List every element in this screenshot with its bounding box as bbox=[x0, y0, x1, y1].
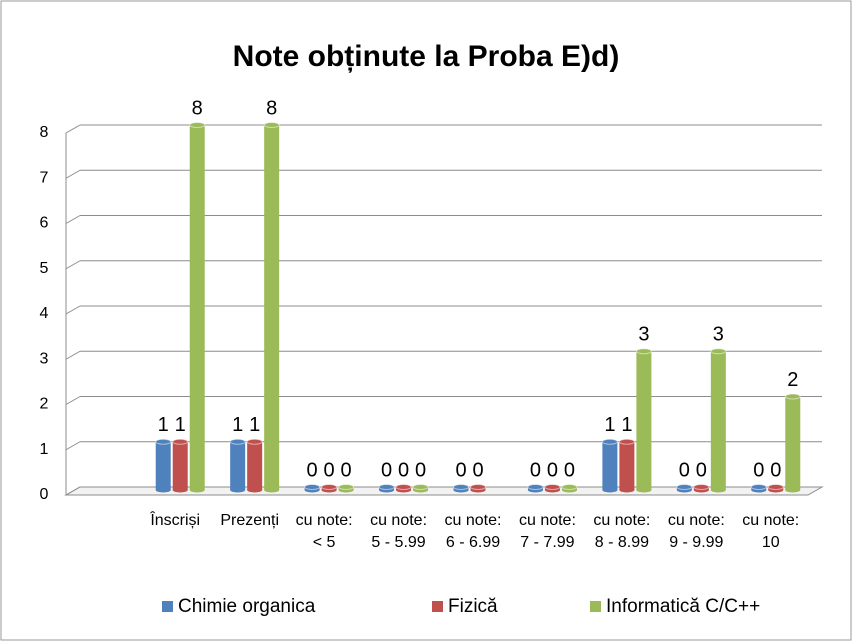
x-tick-label: cu note: 5 - 5.99 bbox=[370, 512, 427, 551]
value-label: 0 bbox=[564, 459, 575, 481]
y-tick-label: 2 bbox=[40, 396, 49, 413]
value-label: 3 bbox=[638, 324, 649, 346]
bar bbox=[601, 438, 618, 493]
grid-line bbox=[65, 441, 81, 451]
y-tick-label: 5 bbox=[40, 260, 49, 277]
value-label: 0 bbox=[398, 459, 409, 481]
bar bbox=[710, 348, 727, 493]
bar bbox=[618, 438, 635, 493]
grid-line bbox=[65, 260, 81, 270]
value-label: 0 bbox=[455, 459, 466, 481]
value-label: 3 bbox=[713, 324, 724, 346]
value-label: 1 bbox=[175, 414, 186, 436]
bar bbox=[527, 484, 544, 493]
x-tick-label: cu note: < 5 bbox=[296, 512, 353, 551]
bar bbox=[453, 484, 469, 493]
value-label: 1 bbox=[249, 414, 260, 436]
y-tick-label: 8 bbox=[40, 124, 49, 141]
bar bbox=[172, 438, 189, 493]
value-label: 1 bbox=[604, 414, 615, 436]
bar bbox=[189, 122, 206, 493]
x-tick-label: Prezenți bbox=[220, 512, 279, 529]
legend-swatch bbox=[432, 601, 443, 612]
value-label: 0 bbox=[324, 459, 335, 481]
value-label: 0 bbox=[679, 459, 690, 481]
y-tick-label: 7 bbox=[40, 169, 49, 186]
x-tick-label: cu note: 6 - 6.99 bbox=[445, 512, 502, 551]
bar bbox=[470, 484, 486, 493]
bar bbox=[750, 484, 767, 493]
legend-swatch bbox=[162, 601, 173, 612]
legend-label: Informatică C/C++ bbox=[606, 596, 760, 617]
value-label: 2 bbox=[787, 369, 798, 391]
x-tick-label: cu note: 9 - 9.99 bbox=[668, 512, 725, 551]
bar bbox=[338, 484, 355, 493]
bar bbox=[561, 484, 578, 493]
x-tick-label: cu note: 10 bbox=[742, 512, 799, 551]
legend-label: Chimie organica bbox=[178, 596, 316, 617]
bar bbox=[676, 484, 693, 493]
value-label: 0 bbox=[415, 459, 426, 481]
y-tick-label: 4 bbox=[40, 305, 49, 322]
bar bbox=[784, 393, 801, 493]
value-label: 0 bbox=[753, 459, 764, 481]
chart-title: Note obținute la Proba E)d) bbox=[233, 40, 620, 73]
bar bbox=[246, 438, 263, 493]
x-tick-label: Înscriși bbox=[149, 510, 200, 529]
grid-line bbox=[65, 215, 81, 224]
bar bbox=[544, 484, 561, 493]
value-label: 0 bbox=[547, 459, 558, 481]
value-label: 0 bbox=[381, 459, 392, 481]
bar bbox=[155, 438, 172, 493]
bar bbox=[693, 484, 710, 493]
value-label: 0 bbox=[341, 459, 352, 481]
bar bbox=[635, 348, 652, 493]
value-label: 0 bbox=[770, 459, 781, 481]
x-tick-label: cu note: 7 - 7.99 bbox=[519, 512, 576, 551]
grid-line bbox=[65, 124, 81, 134]
y-tick-label: 6 bbox=[40, 215, 49, 232]
grid-line bbox=[65, 396, 81, 405]
value-label: 1 bbox=[158, 414, 169, 436]
value-label: 8 bbox=[266, 97, 277, 119]
grid-line bbox=[65, 350, 81, 360]
x-tick-label: cu note: 8 - 8.99 bbox=[593, 512, 650, 551]
value-label: 0 bbox=[530, 459, 541, 481]
bar bbox=[412, 484, 429, 493]
y-tick-label: 0 bbox=[40, 486, 49, 503]
bar bbox=[321, 484, 338, 493]
y-tick-label: 3 bbox=[40, 350, 49, 367]
bar bbox=[378, 484, 395, 493]
y-tick-label: 1 bbox=[40, 441, 49, 458]
value-label: 0 bbox=[307, 459, 318, 481]
value-label: 1 bbox=[232, 414, 243, 436]
grid-line bbox=[65, 486, 81, 496]
bar bbox=[263, 122, 280, 493]
legend-label: Fizică bbox=[448, 596, 498, 617]
value-label: 0 bbox=[472, 459, 483, 481]
value-label: 8 bbox=[192, 97, 203, 119]
bar bbox=[229, 438, 246, 493]
bar bbox=[767, 484, 784, 493]
bar bbox=[395, 484, 412, 493]
bar bbox=[304, 484, 321, 493]
legend-swatch bbox=[590, 601, 601, 612]
value-label: 0 bbox=[696, 459, 707, 481]
grid-line bbox=[65, 305, 81, 315]
value-label: 1 bbox=[621, 414, 632, 436]
grid-line bbox=[65, 169, 81, 179]
